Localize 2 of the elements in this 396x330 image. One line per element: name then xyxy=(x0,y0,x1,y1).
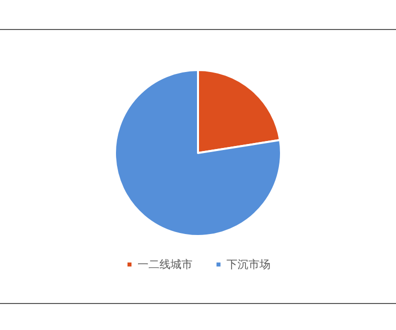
legend-label: 一二线城市 xyxy=(138,258,192,271)
legend-label: 下沉市场 xyxy=(226,258,270,271)
